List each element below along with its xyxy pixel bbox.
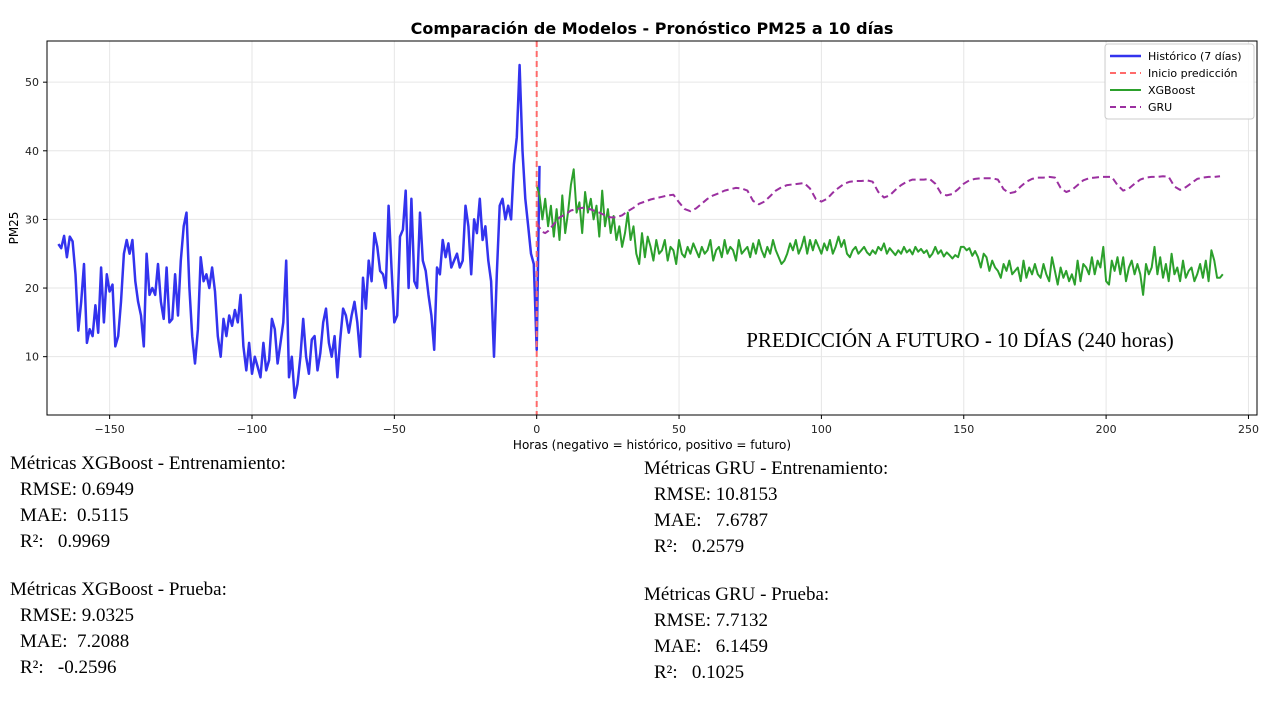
y-axis-label: PM25 [7, 212, 21, 245]
x-tick-label: −50 [383, 423, 406, 436]
metric-r2: R²: 0.1025 [654, 662, 745, 683]
metrics-xgboost: Métricas XGBoost - Entrenamiento: RMSE: … [10, 451, 286, 703]
x-tick-label: −100 [237, 423, 267, 436]
legend-label-inicio: Inicio predicción [1148, 67, 1238, 80]
x-tick-label: 50 [672, 423, 686, 436]
x-tick-label: 100 [811, 423, 832, 436]
xgboost-series-line [535, 168, 1224, 296]
metric-rmse: RMSE: 7.7132 [654, 610, 769, 631]
x-tick-label: 0 [533, 423, 540, 436]
legend-box [1104, 43, 1255, 120]
metrics-title: Métricas GRU - Prueba: [644, 584, 830, 605]
metric-mae: MAE: 7.6787 [654, 510, 768, 531]
historico-series-line [57, 63, 541, 400]
metrics-xgboost-test: Métricas XGBoost - Prueba: RMSE: 9.0325 … [10, 577, 286, 681]
grid [47, 41, 1257, 415]
x-tick-label: 150 [953, 423, 974, 436]
metric-rmse: RMSE: 0.6949 [20, 479, 135, 500]
y-tick-label: 10 [25, 351, 39, 364]
gru-series-line [535, 175, 1221, 235]
axis-ticks: −150 −100 −50 0 50 100 150 200 250 10 20 30 40 50 [25, 76, 1259, 436]
metric-r2: R²: -0.2596 [20, 657, 117, 678]
legend-label-gru: GRU [1148, 101, 1172, 114]
metric-mae: MAE: 6.1459 [654, 636, 768, 657]
legend-label-historico: Histórico (7 días) [1148, 50, 1242, 63]
x-tick-label: 200 [1096, 423, 1117, 436]
metrics-gru-train: Métricas GRU - Entrenamiento: RMSE: 10.8… [644, 456, 888, 560]
y-tick-label: 20 [25, 282, 39, 295]
y-tick-label: 50 [25, 76, 39, 89]
x-axis-label: Horas (negativo = histórico, positivo = … [513, 438, 791, 452]
metrics-title: Métricas XGBoost - Entrenamiento: [10, 453, 286, 474]
metric-mae: MAE: 7.2088 [20, 631, 130, 652]
metrics-title: Métricas GRU - Entrenamiento: [644, 458, 889, 479]
metric-r2: R²: 0.2579 [654, 536, 745, 557]
forecast-annotation: PREDICCIÓN A FUTURO - 10 DÍAS (240 horas… [746, 328, 1174, 352]
x-tick-label: −150 [95, 423, 125, 436]
metrics-xgboost-train: Métricas XGBoost - Entrenamiento: RMSE: … [10, 451, 286, 555]
metrics-gru: Métricas GRU - Entrenamiento: RMSE: 10.8… [644, 456, 888, 708]
plot-series [57, 41, 1224, 415]
legend: Histórico (7 días) Inicio predicción XGB… [1104, 43, 1255, 120]
metric-rmse: RMSE: 9.0325 [20, 605, 135, 626]
chart-title: Comparación de Modelos - Pronóstico PM25… [411, 19, 894, 38]
metrics-title: Métricas XGBoost - Prueba: [10, 579, 227, 600]
y-tick-label: 30 [25, 213, 39, 226]
metric-rmse: RMSE: 10.8153 [654, 484, 778, 505]
x-tick-label: 250 [1238, 423, 1259, 436]
metric-mae: MAE: 0.5115 [20, 505, 129, 526]
metrics-gru-test: Métricas GRU - Prueba: RMSE: 7.7132 MAE:… [644, 582, 888, 686]
metric-r2: R²: 0.9969 [20, 531, 111, 552]
chart: −150 −100 −50 0 50 100 150 200 250 10 20 30 40 50 Com… [7, 19, 1259, 452]
plot-frame [46, 40, 1258, 416]
legend-label-xgboost: XGBoost [1148, 84, 1196, 97]
y-tick-label: 40 [25, 145, 39, 158]
